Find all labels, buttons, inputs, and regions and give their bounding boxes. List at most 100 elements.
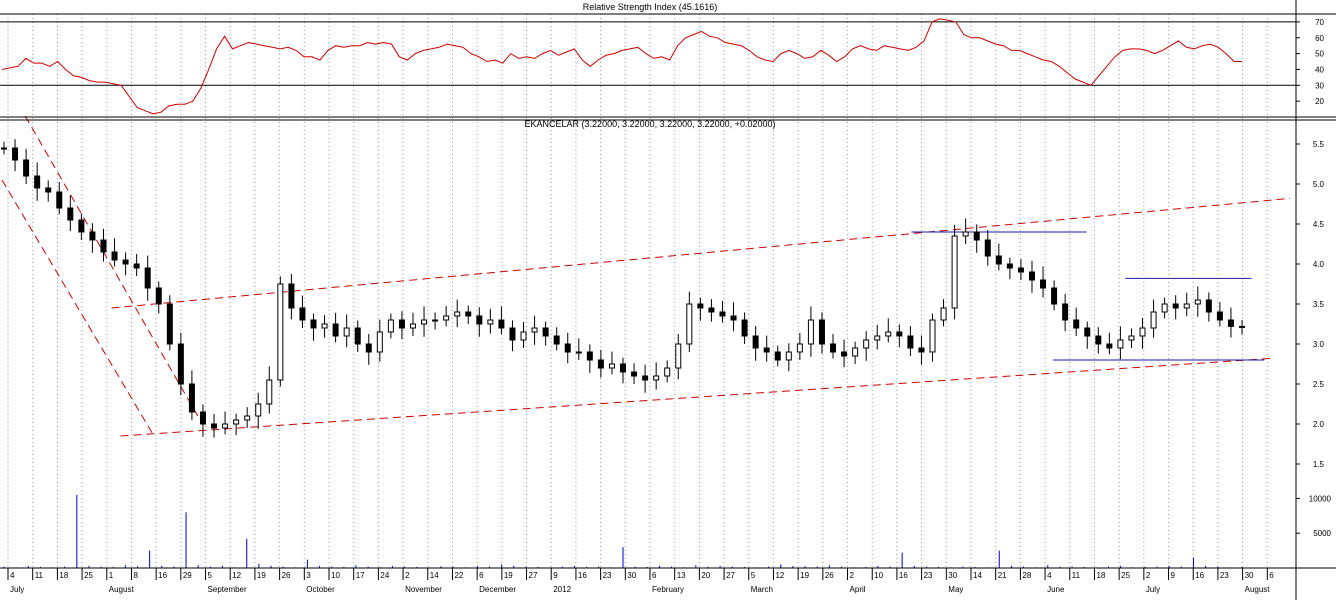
price-bar-up xyxy=(1161,303,1168,313)
price-bar-up xyxy=(1128,335,1135,341)
x-tick-label: 5 xyxy=(208,571,213,580)
price-bar-down xyxy=(177,343,184,385)
x-tick-label: 6 xyxy=(652,571,657,580)
price-bar-down xyxy=(542,327,549,337)
price-bar-down xyxy=(12,147,19,161)
volume-tick-label: 5000 xyxy=(1313,529,1331,538)
price-bar-up xyxy=(1117,339,1124,349)
x-tick-label: 8 xyxy=(133,571,138,580)
x-month-label: 2012 xyxy=(553,585,571,594)
x-tick-label: 23 xyxy=(603,571,612,580)
channel-line xyxy=(1,179,155,437)
x-month-label: June xyxy=(1047,585,1065,594)
price-bar-up xyxy=(675,343,682,369)
x-month-label: May xyxy=(948,585,963,594)
price-bar-down xyxy=(830,343,837,353)
price-bar-down xyxy=(763,347,770,353)
price-bar-up xyxy=(387,319,394,333)
price-bar-up xyxy=(277,283,284,381)
x-tick-label: 27 xyxy=(529,571,538,580)
price-bar-up xyxy=(266,379,273,405)
price-bar-down xyxy=(697,303,704,309)
price-title: EKANCELAR (3.22000, 3.22000, 3.22000, 3.… xyxy=(525,119,776,129)
price-bar-down xyxy=(398,319,405,329)
price-bar-down xyxy=(597,359,604,369)
price-bar-up xyxy=(255,403,262,417)
price-bar-down xyxy=(995,255,1002,265)
x-tick-label: 2 xyxy=(1146,571,1151,580)
price-bar-down xyxy=(310,319,317,329)
price-tick-label: 5.5 xyxy=(1313,140,1325,149)
channel-line xyxy=(111,197,1291,309)
price-bar-down xyxy=(586,351,593,361)
price-bar-down xyxy=(1062,303,1069,321)
x-tick-label: 4 xyxy=(10,571,15,580)
rsi-tick-label: 40 xyxy=(1315,65,1324,74)
price-bar-up xyxy=(222,423,229,429)
price-bar-down xyxy=(465,311,472,317)
price-bar-down xyxy=(1028,271,1035,281)
price-bar-up xyxy=(1239,325,1245,328)
price-tick-label: 3.0 xyxy=(1313,340,1325,349)
volume-y-axis: 10000 5000 xyxy=(1296,494,1332,538)
x-tick-label: 28 xyxy=(1022,571,1031,580)
x-tick-label: 9 xyxy=(553,571,558,580)
price-bar-down xyxy=(553,335,560,345)
x-tick-label: 12 xyxy=(232,571,241,580)
x-tick-label: 16 xyxy=(1195,571,1204,580)
price-bar-down xyxy=(199,411,206,425)
x-tick-label: 2 xyxy=(850,571,855,580)
price-bar-down xyxy=(1017,267,1024,273)
x-tick-label: 4 xyxy=(1047,571,1052,580)
price-bar-up xyxy=(1183,303,1190,309)
price-bar-up xyxy=(885,331,892,337)
x-month-label: September xyxy=(208,585,247,594)
x-tick-label: 16 xyxy=(158,571,167,580)
price-bar-up xyxy=(807,319,814,345)
price-tick-label: 3.5 xyxy=(1313,300,1325,309)
x-tick-label: 25 xyxy=(1121,571,1130,580)
x-tick-label: 23 xyxy=(1220,571,1229,580)
price-bar-down xyxy=(476,315,483,325)
price-bar-down xyxy=(730,315,737,321)
price-bar-up xyxy=(940,307,947,321)
price-bar-down xyxy=(1172,303,1179,309)
x-month-label: October xyxy=(306,585,335,594)
price-bar-down xyxy=(155,287,162,305)
horizontal-levels xyxy=(911,231,1265,361)
x-tick-label: 14 xyxy=(430,571,439,580)
price-bar-down xyxy=(1084,327,1091,337)
rsi-y-axis: 70 60 50 40 30 20 xyxy=(1296,18,1325,106)
price-bar-down xyxy=(45,187,52,193)
price-bar-down xyxy=(211,423,218,429)
price-bar-down xyxy=(642,375,649,381)
price-bar-down xyxy=(78,219,85,233)
x-tick-label: 26 xyxy=(282,571,291,580)
rsi-levels xyxy=(0,21,1296,86)
price-bar-up xyxy=(796,343,803,353)
price-bar-down xyxy=(89,231,96,241)
price-bar-up xyxy=(321,323,328,329)
x-tick-label: 16 xyxy=(899,571,908,580)
x-tick-label: 12 xyxy=(775,571,784,580)
x-tick-label: 19 xyxy=(800,571,809,580)
price-bar-down xyxy=(122,259,129,265)
x-tick-label: 24 xyxy=(380,571,389,580)
price-bar-up xyxy=(1139,327,1146,337)
price-bar-down xyxy=(774,351,781,361)
x-month-label: April xyxy=(850,585,866,594)
x-tick-label: 19 xyxy=(257,571,266,580)
price-bar-down xyxy=(1006,263,1013,269)
price-bar-up xyxy=(653,375,660,381)
price-tick-label: 4.5 xyxy=(1313,220,1325,229)
price-bar-up xyxy=(1,147,7,150)
x-tick-label: 29 xyxy=(183,571,192,580)
x-month-label: July xyxy=(1146,585,1160,594)
price-tick-label: 4.0 xyxy=(1313,260,1325,269)
price-bars xyxy=(1,139,1245,438)
rsi-line xyxy=(1,18,1242,115)
price-bar-up xyxy=(686,303,693,345)
price-bar-up xyxy=(531,327,538,333)
price-bar-down xyxy=(907,335,914,349)
